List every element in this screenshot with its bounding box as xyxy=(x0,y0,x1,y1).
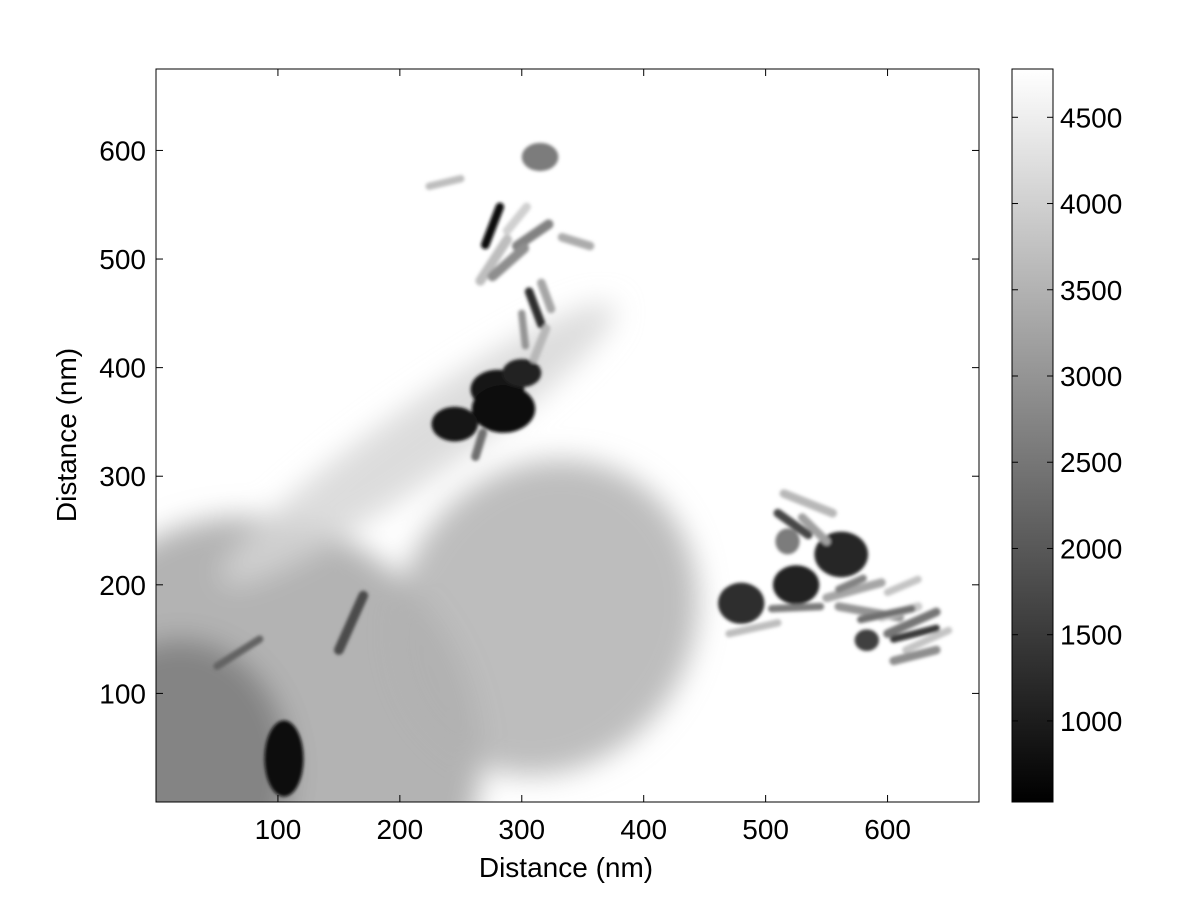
particle-layer xyxy=(213,142,953,797)
colorbar-tick-label: 2500 xyxy=(1060,447,1122,478)
x-tick-label: 100 xyxy=(255,814,302,845)
particle-sphere xyxy=(431,406,478,442)
particle-sphere xyxy=(775,528,800,555)
particle-rod xyxy=(779,489,837,518)
y-axis-label: Distance (nm) xyxy=(51,348,82,522)
colorbar-tick-label: 3000 xyxy=(1060,361,1122,392)
particle-rod xyxy=(557,233,595,251)
colorbar-tick-label: 1500 xyxy=(1060,620,1122,651)
y-tick-label: 300 xyxy=(99,461,146,492)
x-tick-label: 200 xyxy=(376,814,423,845)
particle-rod xyxy=(889,624,940,643)
particle-rod xyxy=(822,578,886,603)
particle-rod xyxy=(537,278,556,314)
colorbar: 1000 1500 2000 2500 3000 3500 4000 4500 xyxy=(1011,68,1122,803)
particle-rod xyxy=(797,513,831,546)
y-tick-label: 500 xyxy=(99,244,146,275)
particle-rod xyxy=(471,428,488,461)
particle-sphere xyxy=(521,142,559,172)
colorbar-tick-label: 3500 xyxy=(1060,275,1122,306)
particle-sphere xyxy=(772,565,820,605)
particle-rod xyxy=(334,590,369,655)
x-axis-label: Distance (nm) xyxy=(479,852,653,883)
x-tick-label: 500 xyxy=(742,814,789,845)
particle-rod xyxy=(725,619,782,638)
particle-rod xyxy=(512,219,554,251)
plot-frame xyxy=(155,68,980,803)
colorbar-tick-label: 2000 xyxy=(1060,533,1122,564)
y-tick-label: 400 xyxy=(99,353,146,384)
particle-rod xyxy=(857,605,916,624)
y-axis: 100 200 300 400 500 600 xyxy=(99,135,979,709)
colorbar-tick-label: 1000 xyxy=(1060,706,1122,737)
particle-rod xyxy=(518,309,530,350)
y-tick-label: 200 xyxy=(99,570,146,601)
y-tick-label: 600 xyxy=(99,135,146,166)
x-tick-label: 400 xyxy=(620,814,667,845)
particle-rod xyxy=(768,602,825,613)
particle-sphere xyxy=(718,582,765,624)
film-region xyxy=(156,639,291,802)
x-axis: 100 200 300 400 500 600 xyxy=(255,69,911,845)
particle-sphere xyxy=(471,385,536,433)
x-tick-label: 600 xyxy=(864,814,911,845)
particle-rod xyxy=(883,607,941,638)
colorbar-tick-label: 4000 xyxy=(1060,189,1122,220)
x-tick-label: 300 xyxy=(498,814,545,845)
particle-rod xyxy=(889,645,941,666)
particle-sphere xyxy=(502,358,542,388)
particle-sphere xyxy=(854,629,880,652)
particle-rod xyxy=(883,575,922,597)
particle-rod xyxy=(475,234,513,286)
colorbar-ticks: 1000 1500 2000 2500 3000 3500 4000 4500 xyxy=(1012,102,1122,737)
image-layer xyxy=(156,142,953,802)
particle-rod xyxy=(487,243,530,282)
particle-sphere xyxy=(264,720,304,797)
particle-rod xyxy=(773,508,813,540)
particle-rod xyxy=(529,324,551,364)
particle-rod xyxy=(902,626,953,654)
colorbar-tick-label: 4500 xyxy=(1060,102,1122,133)
particle-rod xyxy=(480,202,505,250)
film-region xyxy=(394,459,699,776)
colorbar-gradient xyxy=(1011,68,1054,803)
y-tick-label: 100 xyxy=(99,678,146,709)
particle-rod xyxy=(213,635,264,670)
particle-rod xyxy=(502,202,531,236)
particle-rod xyxy=(524,287,546,329)
particle-rod xyxy=(835,574,867,593)
particle-rod xyxy=(425,175,465,190)
